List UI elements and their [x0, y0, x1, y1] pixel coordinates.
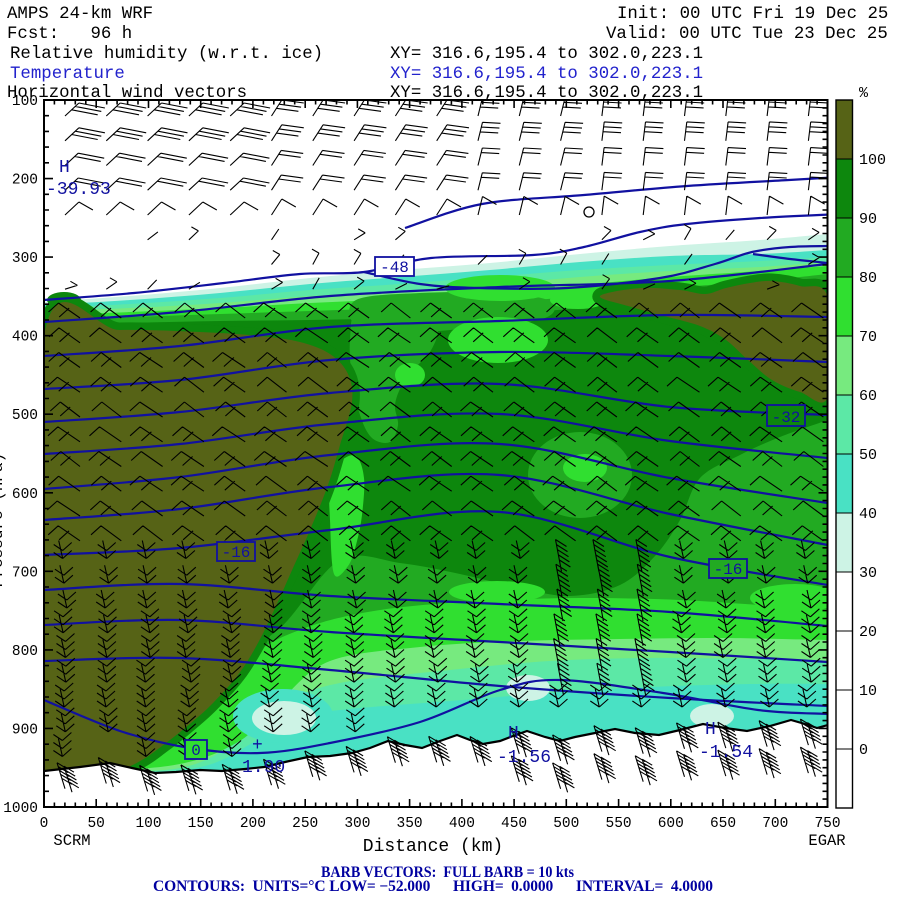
svg-text:10: 10 — [859, 683, 877, 700]
svg-text:SCRM: SCRM — [53, 832, 90, 850]
svg-text:-16: -16 — [714, 561, 743, 579]
svg-text:%: % — [859, 85, 869, 102]
svg-text:500: 500 — [553, 816, 579, 832]
svg-text:600: 600 — [12, 487, 38, 503]
svg-text:100: 100 — [135, 816, 161, 832]
svg-text:100: 100 — [859, 152, 886, 169]
svg-text:-48: -48 — [380, 259, 409, 277]
svg-text:900: 900 — [12, 722, 38, 738]
svg-text:BARB VECTORS: FULL BARB = 10: BARB VECTORS: FULL BARB = 10 kts — [321, 864, 574, 881]
svg-text:700: 700 — [12, 565, 38, 581]
svg-text:Fcst: 96 h: Fcst: 96 h — [7, 25, 132, 44]
svg-text:60: 60 — [859, 388, 877, 405]
svg-text:XY= 316.6,195.4 to 302.0,223.1: XY= 316.6,195.4 to 302.0,223.1 — [390, 45, 703, 64]
svg-text:Valid: 00 UTC Tue 23 Dec 25: Valid: 00 UTC Tue 23 Dec 25 — [606, 25, 888, 44]
svg-text:400: 400 — [12, 330, 38, 346]
svg-text:AMPS 24-km WRF: AMPS 24-km WRF — [7, 5, 153, 24]
svg-text:600: 600 — [658, 816, 684, 832]
svg-text:800: 800 — [12, 644, 38, 660]
svg-text:H: H — [508, 724, 519, 744]
svg-text:0: 0 — [40, 816, 49, 832]
svg-text:400: 400 — [449, 816, 475, 832]
svg-text:0: 0 — [191, 742, 201, 760]
svg-text:1.90: 1.90 — [242, 758, 285, 778]
svg-text:300: 300 — [12, 251, 38, 267]
svg-text:-32: -32 — [772, 409, 801, 427]
svg-text:-1.54: -1.54 — [699, 743, 753, 763]
svg-text:40: 40 — [859, 506, 877, 523]
svg-text:50: 50 — [87, 816, 104, 832]
svg-text:-1.56: -1.56 — [497, 748, 551, 768]
svg-text:80: 80 — [859, 270, 877, 287]
svg-text:H: H — [59, 158, 70, 178]
svg-text:550: 550 — [606, 816, 632, 832]
svg-text:0: 0 — [859, 742, 868, 759]
svg-text:Distance (km): Distance (km) — [363, 837, 503, 857]
svg-text:300: 300 — [344, 816, 370, 832]
svg-text:-16: -16 — [222, 544, 251, 562]
svg-text:30: 30 — [859, 565, 877, 582]
svg-text:50: 50 — [859, 447, 877, 464]
svg-text:XY= 316.6,195.4 to 302.0,223.1: XY= 316.6,195.4 to 302.0,223.1 — [390, 84, 703, 103]
svg-text:20: 20 — [859, 624, 877, 641]
svg-text:150: 150 — [188, 816, 214, 832]
svg-text:700: 700 — [762, 816, 788, 832]
svg-text:90: 90 — [859, 211, 877, 228]
svg-text:500: 500 — [12, 408, 38, 424]
svg-text:Init: 00 UTC Fri 19 Dec 25: Init: 00 UTC Fri 19 Dec 25 — [617, 5, 888, 24]
svg-text:Relative humidity (w.r.t. ice): Relative humidity (w.r.t. ice) — [10, 45, 323, 64]
svg-text:-39.93: -39.93 — [46, 180, 111, 200]
svg-text:350: 350 — [397, 816, 423, 832]
svg-text:EGAR: EGAR — [808, 832, 845, 850]
svg-text:250: 250 — [292, 816, 318, 832]
svg-text:Temperature: Temperature — [10, 65, 125, 84]
svg-text:+: + — [252, 736, 263, 756]
svg-text:1000: 1000 — [3, 801, 38, 817]
svg-text:Horizontal wind vectors: Horizontal wind vectors — [7, 84, 247, 103]
svg-text:H: H — [705, 720, 716, 740]
svg-text:CONTOURS: UNITS=°C LOW= −52.0: CONTOURS: UNITS=°C LOW= −52.000 HIGH= 0.… — [153, 878, 713, 895]
svg-text:XY= 316.6,195.4 to 302.0,223.1: XY= 316.6,195.4 to 302.0,223.1 — [390, 65, 703, 84]
svg-text:650: 650 — [710, 816, 736, 832]
svg-text:200: 200 — [12, 173, 38, 189]
svg-text:450: 450 — [501, 816, 527, 832]
svg-text:70: 70 — [859, 329, 877, 346]
svg-text:200: 200 — [240, 816, 266, 832]
svg-text:Pressure (hPa): Pressure (hPa) — [0, 453, 7, 587]
svg-text:750: 750 — [814, 816, 840, 832]
svg-text:100: 100 — [12, 94, 38, 110]
